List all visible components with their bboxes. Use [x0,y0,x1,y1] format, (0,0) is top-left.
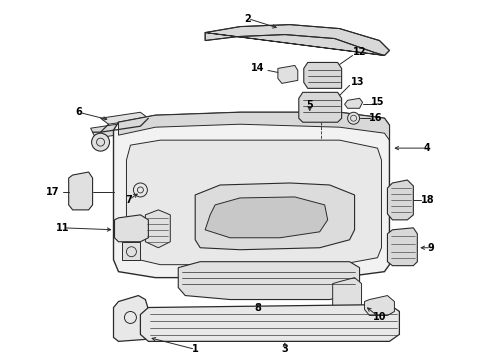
Text: 13: 13 [351,77,364,87]
Polygon shape [114,112,390,278]
Text: 17: 17 [46,187,59,197]
Polygon shape [195,183,355,250]
Text: 5: 5 [306,100,313,110]
Text: 12: 12 [353,48,367,58]
Polygon shape [148,310,175,321]
Polygon shape [333,278,362,311]
Text: 2: 2 [245,14,251,24]
Polygon shape [304,62,342,88]
Polygon shape [141,305,399,341]
Polygon shape [388,228,417,266]
Polygon shape [388,180,414,220]
Circle shape [347,112,360,124]
Text: 18: 18 [420,195,434,205]
Polygon shape [115,215,148,242]
Polygon shape [278,66,298,84]
Text: 11: 11 [56,223,70,233]
Polygon shape [205,24,390,55]
Polygon shape [91,122,135,138]
Circle shape [92,133,110,151]
Polygon shape [205,197,328,238]
Text: 10: 10 [373,312,386,323]
Text: 3: 3 [281,345,288,354]
Text: 14: 14 [251,63,265,73]
Polygon shape [344,98,363,108]
Text: 1: 1 [192,345,198,354]
Polygon shape [69,172,93,210]
Circle shape [133,183,147,197]
Text: 7: 7 [125,195,132,205]
Polygon shape [146,210,171,248]
Polygon shape [126,140,382,265]
Polygon shape [299,92,342,122]
Text: 9: 9 [428,243,435,253]
Text: 16: 16 [369,113,382,123]
Text: 8: 8 [254,302,261,312]
Polygon shape [122,242,141,260]
Polygon shape [119,112,390,140]
Polygon shape [114,296,148,341]
Polygon shape [100,112,148,124]
Polygon shape [365,296,394,315]
Text: 6: 6 [75,107,82,117]
Polygon shape [178,262,360,300]
Text: 15: 15 [371,97,384,107]
Text: 4: 4 [424,143,431,153]
